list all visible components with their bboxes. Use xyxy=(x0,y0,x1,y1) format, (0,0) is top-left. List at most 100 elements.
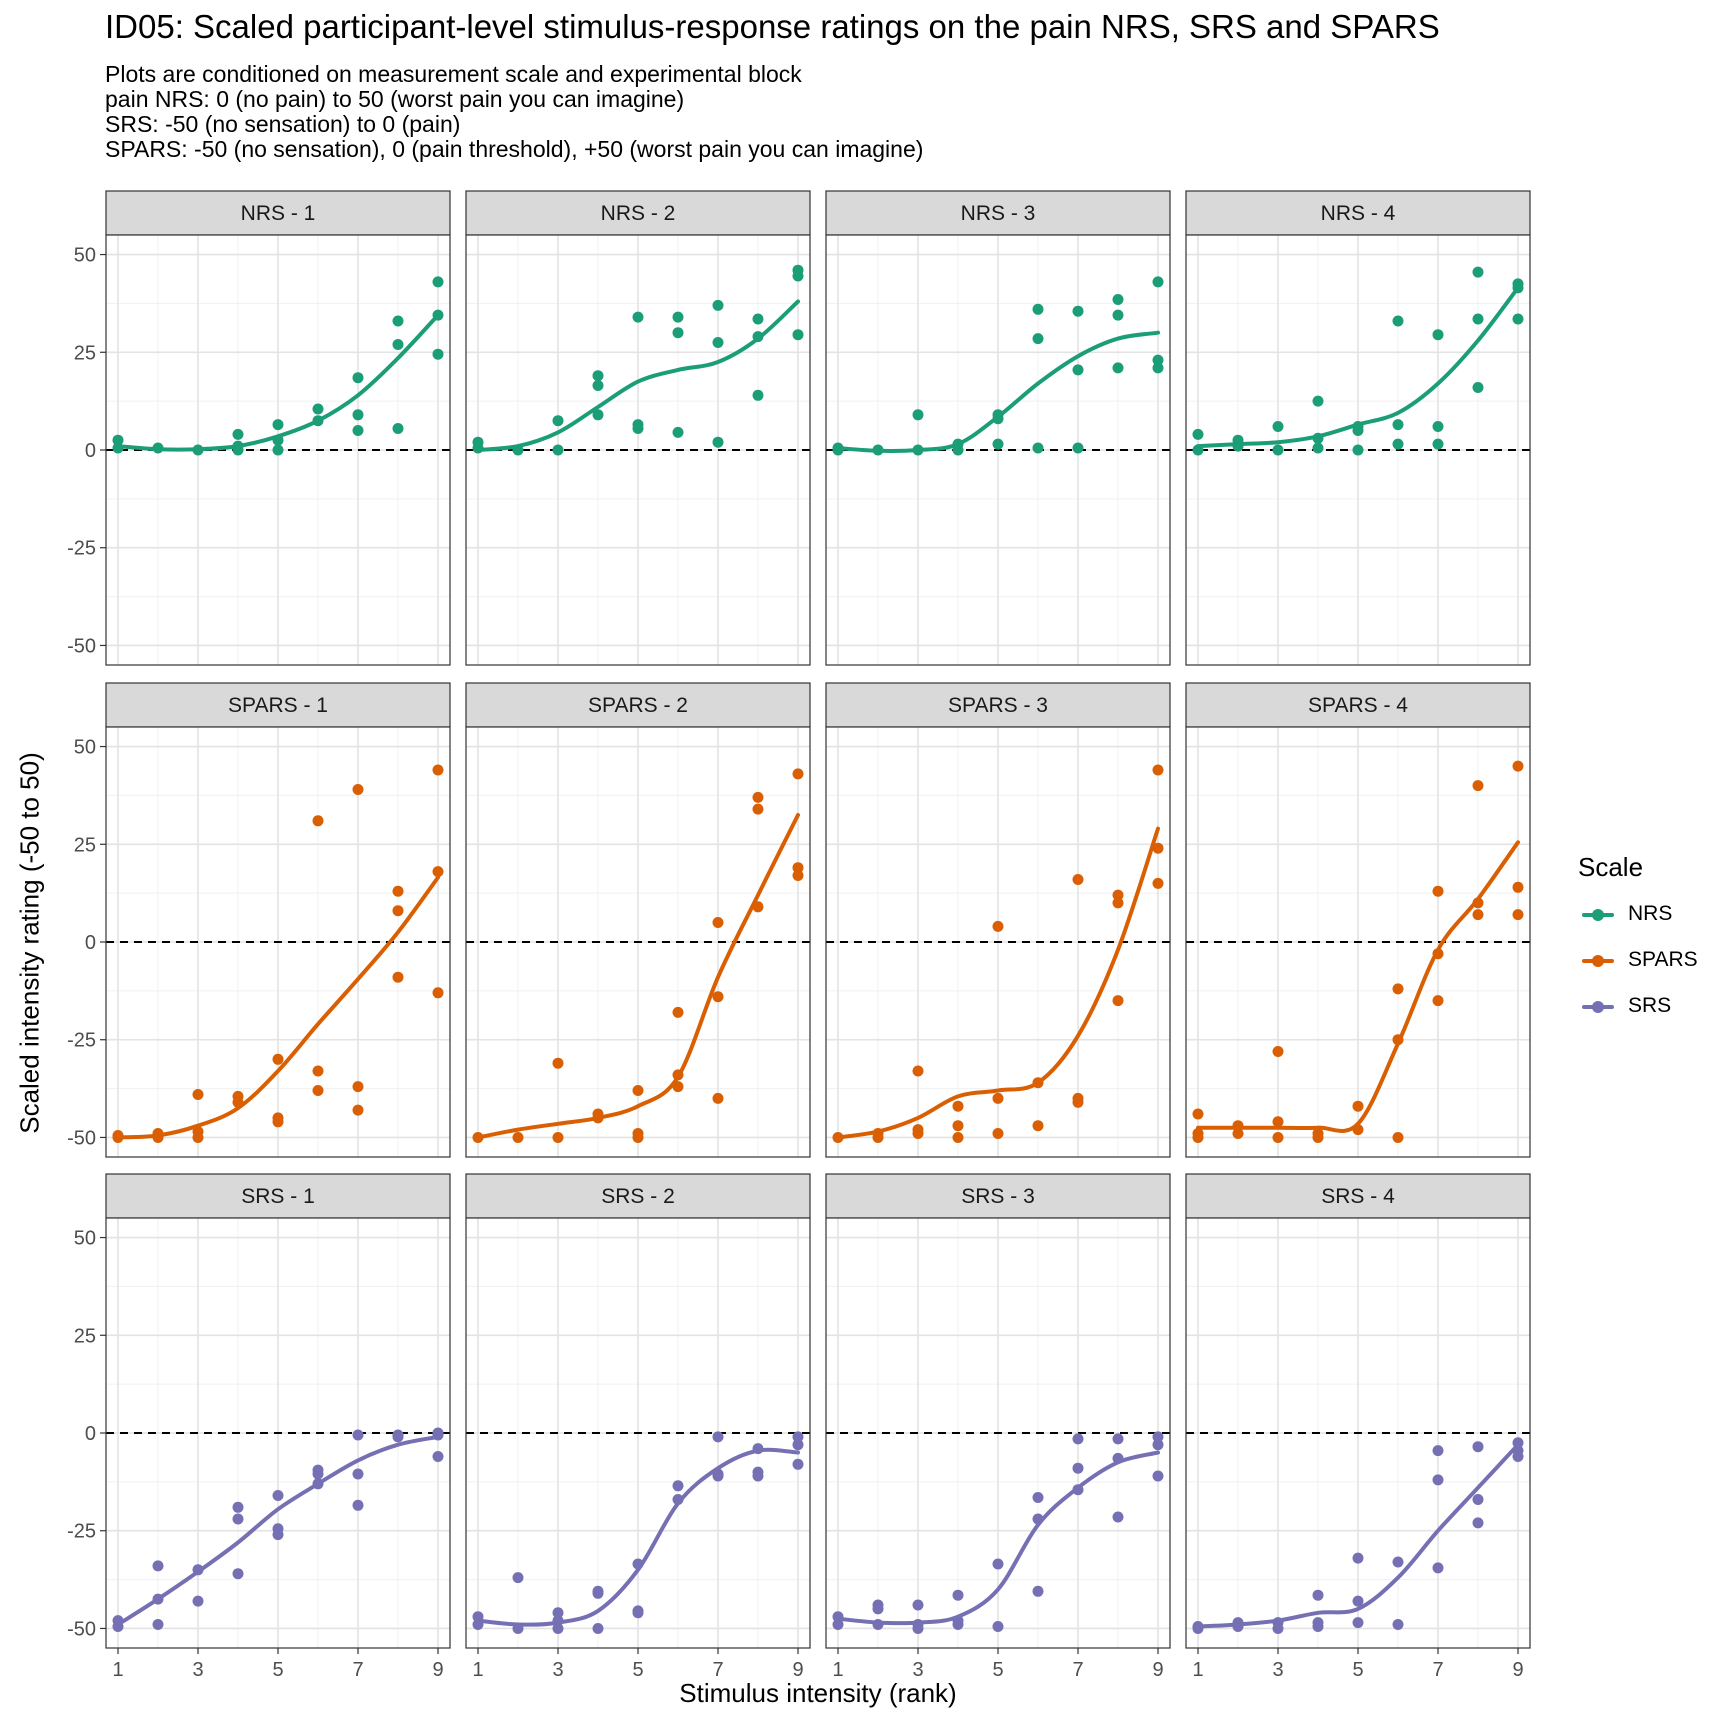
panel-border xyxy=(1185,726,1531,1158)
smooth-line xyxy=(116,313,440,452)
data-point xyxy=(752,803,764,815)
data-point xyxy=(992,438,1004,450)
panel-border xyxy=(1185,234,1531,666)
x-tick-label: 9 xyxy=(792,1659,803,1681)
data-point xyxy=(1152,354,1164,366)
data-point xyxy=(512,1132,524,1143)
data-point xyxy=(1472,1494,1484,1505)
data-point xyxy=(712,917,724,928)
data-point xyxy=(832,1619,844,1630)
data-point xyxy=(352,1499,364,1511)
smooth-line xyxy=(1196,840,1520,1133)
data-point xyxy=(1272,421,1284,432)
data-point xyxy=(1352,1595,1364,1607)
panel-strip xyxy=(1185,1173,1531,1219)
panel-strip-label: SPARS - 3 xyxy=(948,694,1048,717)
data-point xyxy=(1072,1462,1084,1474)
data-point xyxy=(1392,438,1404,450)
data-point xyxy=(1432,438,1444,450)
legend-key-spars xyxy=(1578,948,1618,972)
data-point xyxy=(432,866,444,878)
data-point xyxy=(1272,1116,1284,1128)
data-point xyxy=(392,315,404,327)
data-point xyxy=(1152,1431,1164,1443)
data-point xyxy=(712,1431,724,1443)
data-point xyxy=(1312,1589,1324,1601)
panel-strip-label: SRS - 2 xyxy=(601,1185,675,1208)
panel-strip xyxy=(1185,682,1531,728)
data-point xyxy=(1272,1132,1284,1143)
panel-strip xyxy=(825,1173,1171,1219)
data-point xyxy=(232,1501,244,1513)
data-point xyxy=(952,1100,964,1112)
data-point xyxy=(1352,1617,1364,1629)
data-point xyxy=(1392,1132,1404,1143)
data-point xyxy=(112,434,124,446)
data-point xyxy=(392,423,404,434)
smooth-line xyxy=(116,875,440,1140)
data-point xyxy=(712,1092,724,1104)
data-point xyxy=(1072,1096,1084,1108)
data-point xyxy=(352,1468,364,1480)
panel-strip xyxy=(465,190,811,236)
data-point xyxy=(792,329,804,341)
data-point xyxy=(392,905,404,917)
data-point xyxy=(312,1085,324,1096)
data-point xyxy=(1512,881,1524,893)
data-point xyxy=(1072,1433,1084,1445)
data-point xyxy=(592,409,604,421)
data-point xyxy=(592,1623,604,1634)
data-point xyxy=(1392,1556,1404,1568)
data-point xyxy=(712,299,724,311)
data-point xyxy=(1352,1100,1364,1112)
data-point xyxy=(432,348,444,360)
data-point xyxy=(272,419,284,431)
data-point xyxy=(952,444,964,456)
x-tick-label: 3 xyxy=(552,1659,563,1681)
data-point xyxy=(1272,444,1284,456)
panel-strip-label: NRS - 4 xyxy=(1321,202,1396,225)
legend-key-srs xyxy=(1578,994,1618,1018)
x-tick-label: 7 xyxy=(712,1659,723,1681)
subtitle-line: SPARS: -50 (no sensation), 0 (pain thres… xyxy=(105,136,924,162)
data-point xyxy=(1152,362,1164,374)
data-point xyxy=(1152,842,1164,854)
data-point xyxy=(672,1006,684,1018)
panel-strip xyxy=(825,682,1171,728)
y-tick-label: 25 xyxy=(74,834,96,856)
panel-strip-label: SPARS - 1 xyxy=(228,694,328,717)
subtitle-line: SRS: -50 (no sensation) to 0 (pain) xyxy=(105,111,461,137)
data-point xyxy=(672,311,684,323)
data-point xyxy=(552,444,564,456)
data-point xyxy=(1152,1439,1164,1451)
x-tick-label: 1 xyxy=(832,1659,843,1681)
data-point xyxy=(1032,1492,1044,1503)
data-point xyxy=(552,1132,564,1143)
data-point xyxy=(1352,425,1364,436)
data-point xyxy=(1272,1623,1284,1634)
data-point xyxy=(392,971,404,983)
data-point xyxy=(632,423,644,434)
data-point xyxy=(1152,1470,1164,1482)
panel-strip xyxy=(105,1173,451,1219)
data-point xyxy=(672,327,684,339)
data-point xyxy=(432,1451,444,1462)
data-point xyxy=(312,815,324,827)
data-point xyxy=(872,1132,884,1143)
data-point xyxy=(992,1092,1004,1104)
x-tick-label: 5 xyxy=(1352,1659,1363,1681)
data-point xyxy=(1112,1511,1124,1523)
data-point xyxy=(1032,1120,1044,1132)
data-point xyxy=(992,1128,1004,1139)
legend: Scale NRS SPARS SRS xyxy=(1578,852,1698,1029)
data-point xyxy=(392,1431,404,1443)
data-point xyxy=(392,339,404,350)
data-point xyxy=(592,370,604,382)
data-point xyxy=(272,1053,284,1065)
data-point xyxy=(712,337,724,348)
data-point xyxy=(592,380,604,391)
x-tick-label: 9 xyxy=(1512,1659,1523,1681)
data-point xyxy=(1312,442,1324,454)
data-point xyxy=(352,784,364,795)
data-point xyxy=(952,1120,964,1132)
